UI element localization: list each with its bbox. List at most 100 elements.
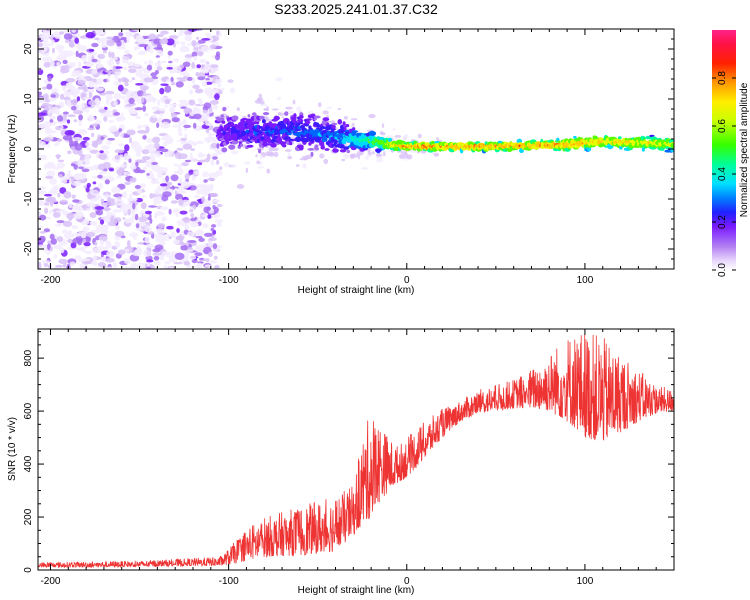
x-tick-label: 100 [577,576,594,587]
noise-speck [164,238,170,242]
noise-speck [212,243,218,250]
noise-speck [38,235,46,243]
noise-speck [402,136,407,140]
spectrogram-heatmap [38,29,674,269]
noise-speck [177,168,184,175]
noise-speck [38,140,44,147]
noise-speck [150,181,161,185]
noise-speck [146,259,154,263]
signal-core [439,144,441,148]
y-tick-label: 600 [23,402,34,419]
noise-speck [38,42,44,48]
noise-speck [215,170,223,177]
noise-speck [56,138,63,142]
signal-cell [322,117,330,122]
y-tick-label: 0 [23,567,34,573]
signal-cell [324,136,328,142]
noise-speck [187,43,191,47]
noise-speck [203,179,208,183]
signal-cell [293,113,297,119]
noise-speck [135,115,141,120]
signal-cell [337,119,343,125]
noise-speck [198,237,205,242]
noise-speck [207,196,211,201]
signal-cell [331,124,336,130]
noise-speck [367,147,371,153]
noise-speck [69,89,78,96]
noise-speck [230,150,239,155]
noise-speck [341,158,346,162]
noise-speck [128,65,133,69]
noise-speck [211,224,217,228]
noise-speck [368,114,376,119]
noise-speck [127,91,135,95]
noise-speck [140,210,146,214]
signal-cell [352,127,356,131]
noise-speck [152,252,162,256]
noise-speck [140,202,147,210]
noise-speck [343,115,348,120]
noise-speck [210,142,218,149]
noise-speck [142,105,147,112]
noise-speck [212,75,217,81]
noise-speck [66,213,76,220]
noise-speck [71,29,77,33]
noise-speck [266,168,271,174]
noise-speck [86,147,92,151]
signal-cell [280,120,284,123]
noise-speck [189,89,194,95]
signal-cell [239,143,243,147]
noise-speck [193,195,201,198]
signal-cell [240,133,247,137]
noise-speck [54,224,62,227]
noise-speck [202,109,208,114]
noise-speck [96,87,104,92]
noise-speck [80,231,87,239]
noise-speck [129,177,137,183]
noise-speck [39,214,47,221]
noise-speck [99,219,105,225]
noise-speck [176,219,185,226]
noise-speck [268,146,274,152]
noise-speck [180,242,185,246]
noise-speck [102,161,111,169]
noise-speck [180,244,188,251]
colorbar-tick-label: 0.6 [717,119,728,133]
noise-speck [173,66,177,74]
noise-speck [113,217,122,223]
noise-speck [38,244,47,249]
y-tick-label: 200 [23,508,34,525]
noise-speck [137,129,146,134]
noise-speck [399,154,406,159]
noise-speck [77,45,88,52]
noise-speck [65,82,72,88]
noise-speck [284,149,292,152]
noise-speck [156,169,161,174]
noise-speck [144,226,152,233]
noise-speck [74,143,83,151]
noise-speck [205,258,210,263]
noise-speck [105,200,116,207]
noise-speck [85,231,96,238]
noise-speck [171,117,180,123]
noise-speck [168,60,173,64]
noise-speck [195,103,205,107]
noise-speck [120,131,124,139]
noise-speck [193,106,199,113]
noise-speck [406,154,413,160]
noise-speck [186,76,193,81]
x-tick-label: 0 [404,275,410,286]
noise-speck [114,241,121,248]
signal-cell [346,149,351,154]
noise-speck [111,51,115,59]
noise-speck [113,132,120,137]
noise-speck [212,156,218,160]
noise-speck [200,45,210,53]
noise-speck [168,208,172,215]
noise-speck [118,32,124,37]
noise-speck [168,103,178,107]
noise-speck [302,163,307,169]
signal-cell [351,130,358,133]
noise-speck [183,261,191,266]
signal-cell [238,136,243,140]
